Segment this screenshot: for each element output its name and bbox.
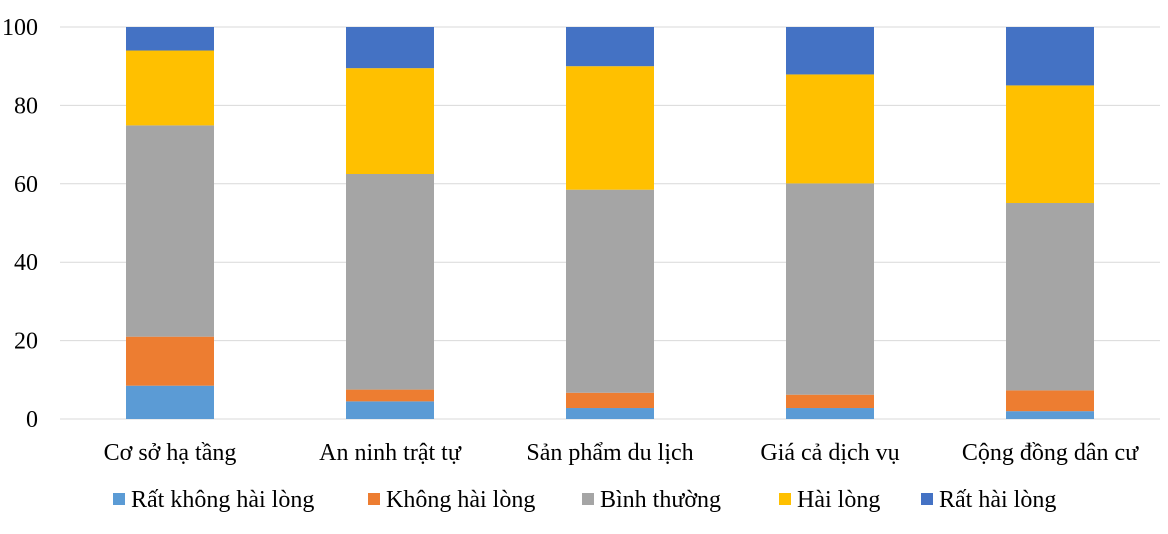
bar-segment	[786, 408, 874, 419]
legend: Rất không hài lòng Không hài lòng Bình thư…	[113, 487, 1056, 513]
bar-segment	[126, 336, 214, 386]
bar-segment	[1006, 411, 1094, 419]
legend-swatch	[113, 493, 125, 505]
x-category-label: Sản phẩm du lịch	[526, 440, 693, 466]
x-axis-categories: Cơ sở hạ tầng An ninh trật tự Sản phẩm du …	[104, 440, 1140, 466]
bars	[126, 27, 1094, 419]
bar-segment	[1006, 390, 1094, 412]
x-category-label: Giá cả dịch vụ	[760, 440, 899, 466]
legend-swatch	[779, 493, 791, 505]
legend-label: Rất không hài lòng	[131, 487, 314, 513]
x-category-label: Cộng đồng dân cư	[962, 440, 1139, 466]
legend-swatch	[368, 493, 380, 505]
bar-segment	[346, 174, 434, 390]
bar-segment	[126, 50, 214, 126]
bar-segment	[346, 27, 434, 69]
y-tick-label: 100	[2, 15, 38, 41]
legend-label: Không hài lòng	[386, 487, 535, 513]
bar-segment	[786, 394, 874, 409]
bar-segment	[786, 74, 874, 184]
bar-segment	[566, 27, 654, 67]
bar-segment	[346, 401, 434, 419]
bar-segment	[346, 389, 434, 402]
bar-segment	[566, 189, 654, 393]
bar-segment	[126, 125, 214, 337]
legend-swatch	[582, 493, 594, 505]
bar-segment	[566, 408, 654, 419]
y-tick-label: 80	[14, 93, 38, 119]
bar-segment	[346, 68, 434, 174]
legend-swatch	[921, 493, 933, 505]
bar-segment	[126, 385, 214, 419]
y-axis-ticks: 0 20 40 60 80 100	[2, 15, 38, 433]
bar-segment	[566, 392, 654, 409]
bar-segment	[1006, 85, 1094, 204]
x-category-label: An ninh trật tự	[319, 440, 462, 466]
legend-label: Bình thường	[600, 487, 721, 513]
bar-segment	[786, 183, 874, 395]
y-tick-label: 0	[26, 407, 38, 433]
y-tick-label: 40	[14, 250, 38, 276]
legend-label: Hài lòng	[797, 487, 880, 513]
legend-label: Rất hài lòng	[939, 487, 1056, 513]
y-tick-label: 20	[14, 329, 38, 355]
x-category-label: Cơ sở hạ tầng	[104, 440, 237, 466]
bar-segment	[1006, 27, 1094, 86]
bar-segment	[1006, 203, 1094, 391]
y-tick-label: 60	[14, 172, 38, 198]
bar-segment	[786, 27, 874, 75]
bar-segment	[126, 27, 214, 51]
bar-segment	[566, 66, 654, 190]
